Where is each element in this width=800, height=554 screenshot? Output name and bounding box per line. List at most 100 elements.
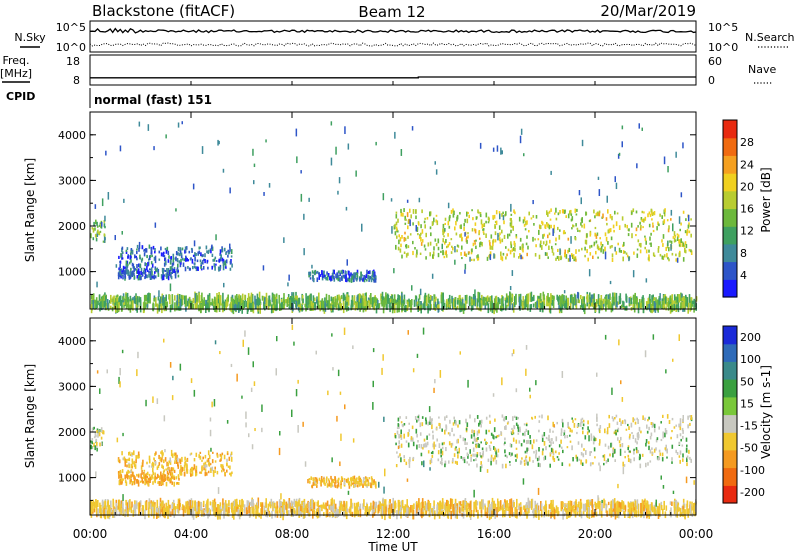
- heatmap-cell: [420, 224, 422, 229]
- heatmap-cell: [514, 296, 516, 308]
- heatmap-cell: [479, 501, 481, 510]
- heatmap-cell: [524, 456, 527, 461]
- heatmap-cell: [159, 298, 162, 303]
- heatmap-cell: [180, 465, 182, 470]
- heatmap-cell: [516, 453, 518, 459]
- heatmap-cell: [488, 297, 490, 302]
- heatmap-cell: [225, 301, 227, 311]
- heatmap-cell: [570, 209, 572, 214]
- heatmap-cell: [316, 484, 318, 488]
- heatmap-cell: [506, 455, 508, 459]
- heatmap-cell: [283, 237, 285, 243]
- heatmap-cell: [658, 297, 660, 305]
- heatmap-cell: [370, 482, 372, 486]
- heatmap-cell: [203, 258, 205, 261]
- heatmap-cell: [416, 301, 419, 306]
- heatmap-cell: [507, 295, 510, 307]
- heatmap-cell: [680, 222, 682, 226]
- heatmap-cell: [206, 250, 208, 254]
- heatmap-cell: [550, 503, 552, 507]
- heatmap-cell: [231, 302, 234, 313]
- heatmap-cell: [460, 305, 462, 310]
- heatmap-cell: [175, 251, 178, 256]
- heatmap-cell: [687, 214, 690, 222]
- heatmap-cell: [200, 471, 203, 474]
- heatmap-cell: [521, 457, 523, 460]
- heatmap-cell: [300, 193, 303, 202]
- heatmap-cell: [600, 246, 603, 250]
- heatmap-cell: [215, 260, 218, 262]
- heatmap-cell: [590, 294, 593, 304]
- heatmap-cell: [381, 291, 384, 302]
- heatmap-cell: [421, 229, 424, 234]
- heatmap-cell: [241, 293, 244, 300]
- heatmap-cell: [436, 438, 438, 442]
- heatmap-cell: [147, 124, 150, 131]
- heatmap-cell: [527, 439, 530, 444]
- heatmap-cell: [472, 453, 474, 457]
- heatmap-cell: [232, 298, 235, 308]
- heatmap-cell: [146, 304, 148, 308]
- heatmap-cell: [159, 456, 162, 462]
- heatmap-cell: [529, 304, 532, 312]
- heatmap-cell: [514, 248, 516, 252]
- heatmap-cell: [459, 234, 461, 238]
- heatmap-cell: [330, 485, 332, 488]
- heatmap-cell: [305, 503, 308, 513]
- colorbar-segment: [723, 226, 737, 230]
- colorbar-segment: [723, 264, 737, 269]
- heatmap-cell: [390, 306, 393, 310]
- heatmap-cell: [135, 455, 137, 460]
- heatmap-cell: [631, 211, 633, 215]
- heatmap-cell: [291, 293, 293, 301]
- heatmap-cell: [144, 262, 146, 267]
- heatmap-cell: [500, 431, 502, 436]
- heatmap-cell: [648, 416, 650, 420]
- heatmap-cell: [114, 235, 116, 241]
- heatmap-cell: [667, 256, 669, 260]
- heatmap-cell: [214, 460, 217, 463]
- heatmap-cell: [505, 463, 507, 469]
- heatmap-cell: [564, 303, 566, 309]
- heatmap-cell: [403, 455, 405, 459]
- heatmap-cell: [208, 460, 210, 466]
- heatmap-cell: [141, 245, 144, 250]
- heatmap-cell: [579, 305, 582, 310]
- heatmap-cell: [346, 301, 348, 305]
- heatmap-cell: [611, 245, 613, 248]
- heatmap-cell: [585, 459, 588, 463]
- heatmap-cell: [681, 293, 683, 298]
- heatmap-cell: [566, 446, 569, 449]
- heatmap-cell: [681, 296, 684, 301]
- heatmap-cell: [648, 254, 650, 259]
- heatmap-cell: [598, 298, 601, 306]
- heatmap-cell: [343, 480, 346, 485]
- heatmap-cell: [528, 230, 530, 233]
- heatmap-cell: [438, 503, 441, 515]
- heatmap-cell: [454, 246, 456, 253]
- heatmap-cell: [291, 503, 293, 513]
- heatmap-cell: [549, 239, 551, 244]
- heatmap-cell: [645, 439, 648, 444]
- colorbar-segment: [723, 161, 737, 165]
- heatmap-cell: [226, 509, 228, 517]
- heatmap-cell: [380, 299, 383, 305]
- heatmap-cell: [179, 263, 182, 268]
- heatmap-cell: [688, 248, 691, 252]
- heatmap-cell: [252, 148, 254, 156]
- heatmap-cell: [125, 249, 128, 252]
- heatmap-cell: [644, 417, 646, 421]
- heatmap-cell: [680, 292, 682, 302]
- heatmap-cell: [119, 268, 121, 273]
- heatmap-cell: [507, 248, 510, 252]
- heatmap-cell: [557, 212, 560, 216]
- heatmap-cell: [96, 442, 98, 447]
- colorbar-segment: [723, 205, 737, 210]
- heatmap-cell: [549, 463, 551, 468]
- heatmap-cell: [619, 298, 622, 303]
- heatmap-cell: [625, 295, 628, 302]
- heatmap-cell: [435, 214, 438, 217]
- heatmap-cell: [144, 268, 147, 274]
